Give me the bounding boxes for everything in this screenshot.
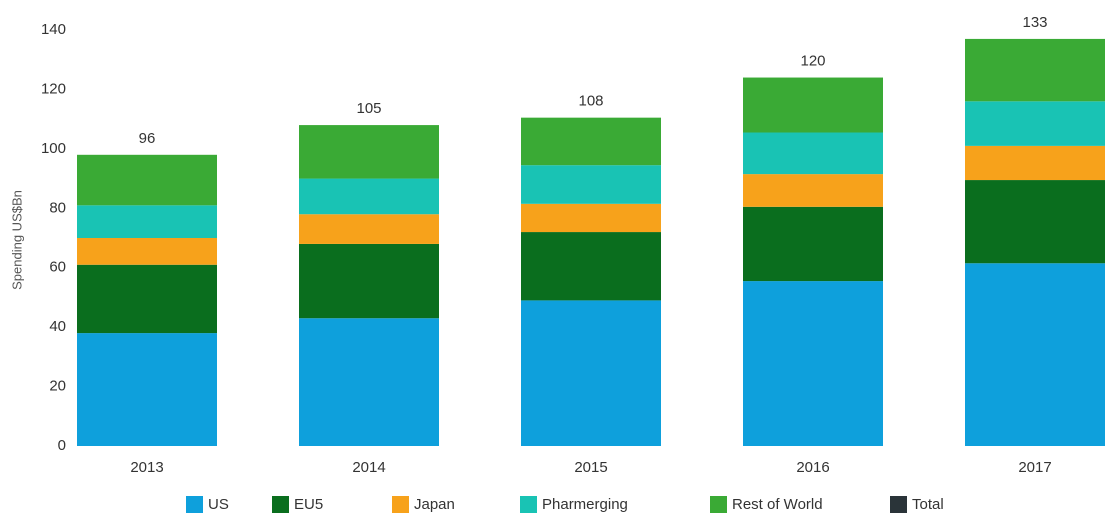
bar-segment <box>299 125 439 179</box>
bar-segment <box>77 205 217 238</box>
y-tick-label: 100 <box>41 140 66 157</box>
bar-segment <box>965 180 1105 264</box>
y-tick-label: 20 <box>49 378 66 395</box>
y-tick-label: 80 <box>49 199 66 216</box>
bar-segment <box>299 178 439 215</box>
x-tick-label: 2016 <box>796 459 829 476</box>
y-tick-label: 140 <box>41 21 66 38</box>
legend-label: Japan <box>414 496 455 513</box>
total-label: 120 <box>800 53 825 70</box>
legend-label: US <box>208 496 229 513</box>
y-tick-label: 120 <box>41 80 66 97</box>
total-label: 133 <box>1022 14 1047 31</box>
bar-segment <box>965 38 1105 102</box>
y-tick-label: 0 <box>58 437 66 454</box>
y-tick-label: 40 <box>49 318 66 335</box>
legend-swatch <box>186 496 203 513</box>
legend-label: Rest of World <box>732 496 823 513</box>
bar-segment <box>743 206 883 282</box>
bar-segment <box>521 203 661 233</box>
legend-label: Total <box>912 496 944 513</box>
bar-segment <box>521 117 661 166</box>
bar-segment <box>299 214 439 244</box>
bar-segment <box>965 101 1105 146</box>
total-label: 108 <box>578 93 603 110</box>
y-axis-title: Spending US$Bn <box>9 190 24 290</box>
bar-segment <box>299 318 439 446</box>
x-tick-label: 2013 <box>130 459 163 476</box>
legend-swatch <box>272 496 289 513</box>
bar-segment <box>743 281 883 446</box>
legend-swatch <box>710 496 727 513</box>
bar-segment <box>77 238 217 265</box>
bar-segment <box>521 232 661 301</box>
legend-swatch <box>392 496 409 513</box>
total-label: 96 <box>139 130 156 147</box>
legend-label: Pharmerging <box>542 496 628 513</box>
legend-swatch <box>890 496 907 513</box>
x-tick-label: 2015 <box>574 459 607 476</box>
bar-segment <box>743 132 883 175</box>
bar-segment <box>965 145 1105 181</box>
bar-segment <box>521 165 661 204</box>
bar-segment <box>77 264 217 334</box>
bar-segment <box>77 154 217 206</box>
bar-segment <box>965 263 1105 446</box>
bar-segment <box>77 333 217 446</box>
bar-segment <box>743 174 883 207</box>
bar-segment <box>521 300 661 446</box>
x-tick-label: 2014 <box>352 459 385 476</box>
legend-swatch <box>520 496 537 513</box>
legend-label: EU5 <box>294 496 323 513</box>
x-tick-label: 2017 <box>1018 459 1051 476</box>
total-label: 105 <box>356 100 381 117</box>
bar-segment <box>743 77 883 133</box>
bar-segment <box>299 243 439 319</box>
y-tick-label: 60 <box>49 259 66 276</box>
